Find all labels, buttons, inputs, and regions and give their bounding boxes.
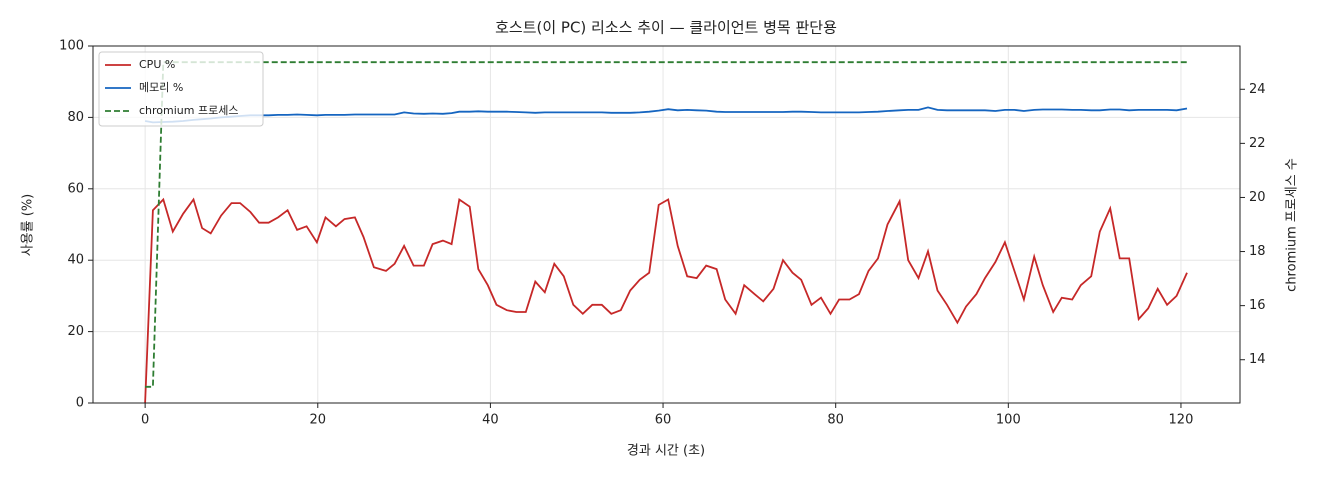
plot-frame xyxy=(92,45,1241,404)
y2-axis-label: chromium 프로세스 수 xyxy=(1285,158,1300,292)
y2-tick-label: 22 xyxy=(1249,136,1266,151)
y-tick-label: 80 xyxy=(67,110,84,125)
y-tick-label: 100 xyxy=(59,39,84,54)
x-tick-label: 20 xyxy=(309,413,326,428)
y2-tick-label: 20 xyxy=(1249,190,1266,205)
x-tick-label: 60 xyxy=(655,413,672,428)
y-tick-label: 20 xyxy=(67,324,84,339)
data-line xyxy=(145,61,1187,388)
x-tick-label: 0 xyxy=(141,413,149,428)
x-tick-label: 80 xyxy=(827,413,844,428)
y2-tick-label: 24 xyxy=(1249,82,1266,97)
x-axis-label: 경과 시간 (초) xyxy=(627,444,705,459)
chart-title: 호스트(이 PC) 리소스 추이 — 클라이언트 병목 판단용 xyxy=(495,19,837,37)
data-line xyxy=(144,197,1188,404)
legend-box xyxy=(98,51,264,127)
x-tick-label: 40 xyxy=(482,413,499,428)
y-tick-label: 40 xyxy=(67,253,84,268)
y2-tick-label: 18 xyxy=(1249,244,1266,259)
y-tick-label: 0 xyxy=(76,396,84,411)
y-axis-label: 사용률 (%) xyxy=(21,194,36,257)
legend-label: CPU % xyxy=(139,58,175,71)
legend-label: chromium 프로세스 xyxy=(139,104,238,117)
y-tick-label: 60 xyxy=(67,181,84,196)
data-line xyxy=(144,106,1188,124)
x-tick-label: 120 xyxy=(1169,413,1194,428)
y2-tick-label: 14 xyxy=(1249,352,1266,367)
y2-tick-label: 16 xyxy=(1249,298,1266,313)
legend-label: 메모리 % xyxy=(139,81,183,94)
legend: CPU % 메모리 % chromium 프로세스 xyxy=(98,51,264,127)
x-tick-label: 100 xyxy=(996,413,1021,428)
